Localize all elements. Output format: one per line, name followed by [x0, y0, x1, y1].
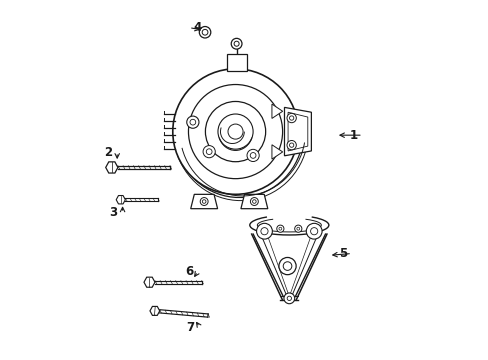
- Polygon shape: [284, 107, 311, 156]
- Polygon shape: [150, 306, 160, 315]
- Polygon shape: [271, 104, 282, 118]
- Circle shape: [250, 198, 258, 206]
- Circle shape: [305, 223, 322, 239]
- Circle shape: [286, 140, 296, 150]
- Polygon shape: [143, 277, 155, 287]
- Circle shape: [199, 27, 210, 38]
- Polygon shape: [190, 194, 217, 209]
- FancyBboxPatch shape: [227, 54, 247, 71]
- Text: 5: 5: [338, 247, 346, 260]
- Circle shape: [294, 225, 301, 232]
- Circle shape: [246, 149, 259, 162]
- Circle shape: [200, 198, 208, 206]
- Circle shape: [231, 39, 242, 49]
- Polygon shape: [271, 145, 282, 159]
- Circle shape: [278, 257, 296, 275]
- Circle shape: [256, 223, 272, 239]
- Circle shape: [286, 113, 296, 123]
- Polygon shape: [241, 194, 267, 209]
- Circle shape: [186, 116, 199, 128]
- Circle shape: [312, 225, 319, 232]
- Text: 1: 1: [349, 129, 357, 142]
- Circle shape: [258, 225, 265, 232]
- Polygon shape: [105, 162, 118, 173]
- Polygon shape: [116, 195, 125, 204]
- Text: 3: 3: [109, 207, 118, 220]
- Circle shape: [284, 293, 294, 304]
- Circle shape: [276, 225, 284, 232]
- Text: 2: 2: [104, 145, 112, 158]
- Text: 4: 4: [193, 21, 202, 34]
- Text: 7: 7: [186, 320, 194, 333]
- Text: 6: 6: [184, 265, 193, 278]
- Circle shape: [203, 145, 215, 158]
- Circle shape: [172, 69, 298, 194]
